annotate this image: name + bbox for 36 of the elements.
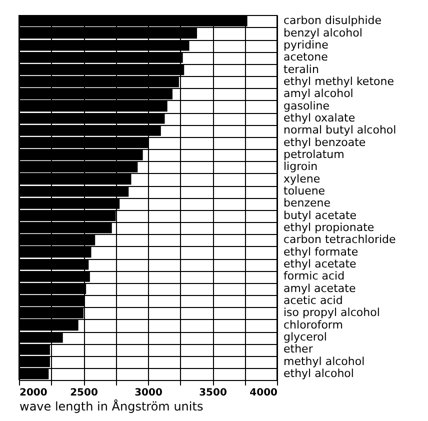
y-tick-label: glycerol [284, 330, 327, 344]
x-tick-label: 3000 [134, 388, 162, 398]
x-tick-label: 3500 [199, 388, 227, 398]
y-tick-label: ligroin [284, 160, 318, 174]
y-tick-label: ethyl alcohol [284, 366, 354, 380]
x-tick-label: 2000 [20, 388, 48, 398]
y-tick-label: ether [284, 342, 314, 356]
y-tick-label: toluene [284, 184, 326, 198]
y-tick-label: ethyl formate [284, 245, 358, 258]
y-tick-label: xylene [284, 172, 320, 186]
y-tick-label: normal butyl alcohol [284, 124, 396, 137]
y-tick-label: benzyl alcohol [284, 26, 362, 40]
y-tick-label: methyl alcohol [284, 354, 365, 368]
y-tick-label: chloroform [284, 318, 343, 332]
y-tick-label: ethyl oxalate [284, 111, 356, 124]
y-tick-label: amyl alcohol [284, 87, 354, 100]
y-tick-label: formic acid [284, 270, 345, 283]
y-tick-label: carbon tetrachloride [284, 233, 396, 246]
x-tick-label: 2500 [70, 388, 98, 398]
x-axis-title: wave length in Ångström units [20, 398, 204, 414]
y-tick-label: iso propyl alcohol [284, 306, 380, 320]
y-tick-label: ethyl methyl ketone [284, 74, 394, 88]
y-tick-label: petrolatum [284, 148, 344, 161]
y-tick-label: ethyl propionate [284, 220, 374, 234]
y-tick-label: teralin [284, 62, 319, 76]
y-tick-label: ethyl benzoate [284, 136, 366, 149]
y-tick-label: butyl acetate [284, 208, 357, 222]
y-tick-label: carbon disulphide [284, 14, 382, 28]
y-tick-label: acetic acid [284, 294, 343, 307]
y-tick-label: ethyl acetate [284, 257, 357, 270]
y-tick-label: gasoline [284, 99, 330, 112]
y-tick-label: benzene [284, 196, 331, 210]
y-tick-label: pyridine [284, 38, 329, 52]
y-tick-label: amyl acetate [284, 282, 356, 295]
x-tick-label: 4000 [250, 388, 278, 398]
y-tick-label: acetone [284, 50, 328, 64]
